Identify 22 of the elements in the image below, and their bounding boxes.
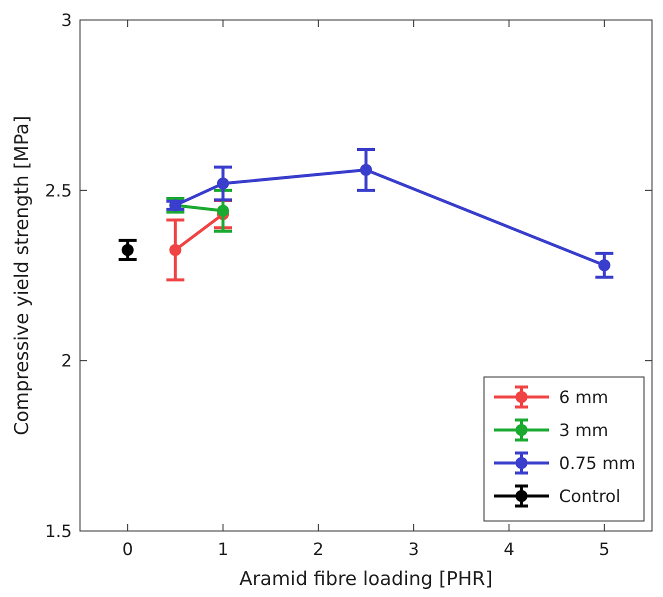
x-tick-label: 3 — [408, 540, 420, 560]
legend-label: Control — [559, 487, 620, 507]
x-tick-label: 0 — [122, 540, 134, 560]
legend-label: 3 mm — [559, 421, 608, 441]
x-tick-label: 4 — [504, 540, 514, 560]
legend-label: 0.75 mm — [559, 454, 636, 474]
x-tick-label: 5 — [598, 540, 610, 560]
y-tick-label: 1.5 — [44, 522, 72, 542]
point — [360, 164, 372, 176]
y-tick-label: 3 — [61, 11, 72, 31]
point — [217, 204, 229, 217]
y-axis-title: Compressive yield strength [MPa] — [11, 116, 33, 436]
x-tick-label: 1 — [218, 540, 228, 560]
y-tick-label: 2.5 — [44, 181, 72, 202]
point — [169, 244, 182, 256]
x-tick-label: 2 — [312, 540, 324, 560]
legend-label: 6 mm — [559, 388, 608, 408]
point — [217, 178, 229, 190]
y-tick-label: 2 — [61, 352, 72, 372]
point — [122, 244, 134, 256]
point — [598, 259, 610, 272]
x-axis-title: Aramid fibre loading [PHR] — [239, 568, 493, 590]
